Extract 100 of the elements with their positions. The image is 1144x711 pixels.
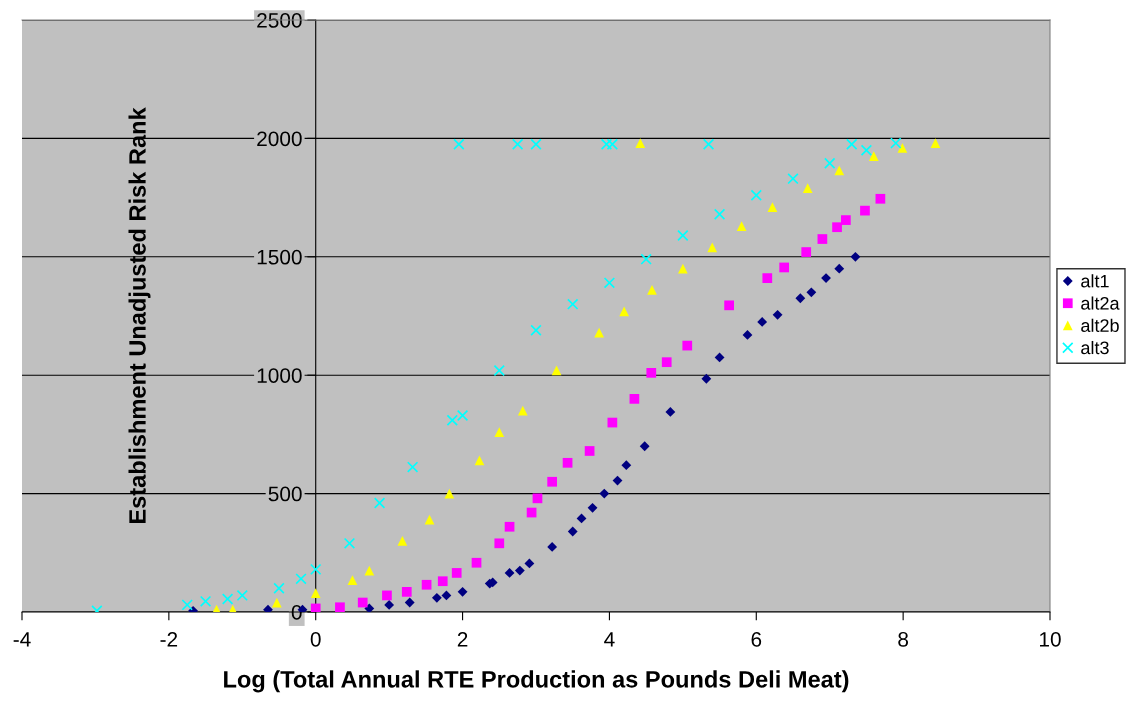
point [817, 234, 828, 244]
x-tick-label: -2 [160, 631, 178, 647]
point [850, 251, 861, 262]
point [701, 373, 712, 384]
point [742, 330, 753, 340]
point [834, 263, 845, 274]
point [397, 536, 408, 546]
point [562, 457, 573, 468]
point [511, 138, 524, 151]
point [824, 157, 836, 169]
point [677, 229, 689, 242]
point [629, 394, 640, 404]
point [801, 247, 812, 257]
point [834, 165, 845, 176]
point [821, 273, 831, 284]
point [493, 364, 505, 377]
point [762, 273, 773, 283]
point [547, 541, 558, 552]
point [802, 183, 813, 193]
point [273, 582, 285, 595]
point [707, 242, 718, 253]
point [584, 446, 595, 456]
point [639, 441, 650, 452]
point [547, 476, 558, 487]
point [364, 565, 375, 576]
point [567, 526, 578, 537]
point [635, 138, 646, 148]
point [456, 409, 469, 422]
point [271, 597, 282, 608]
point [357, 597, 368, 608]
point [772, 309, 783, 320]
point [404, 597, 415, 608]
x-axis-title: Log (Total Annual RTE Production as Pounds Deli Meat) [224, 670, 849, 693]
legend-label: alt1 [1081, 274, 1109, 288]
point [364, 603, 375, 612]
point [841, 215, 851, 225]
point [806, 287, 817, 298]
point [494, 538, 505, 549]
point [401, 587, 412, 597]
x-tick-label: -4 [13, 632, 31, 647]
point [665, 406, 676, 417]
point [551, 365, 562, 376]
legend-label: alt2a [1081, 296, 1120, 310]
point [406, 461, 419, 473]
point [494, 427, 505, 437]
point [431, 592, 442, 603]
y-tick-label: 2000 [257, 131, 302, 147]
point [444, 488, 455, 499]
x-tick-label: 0 [310, 631, 321, 647]
point [347, 575, 358, 585]
point [181, 599, 193, 611]
point [702, 138, 715, 151]
point [860, 144, 873, 156]
point [714, 352, 725, 363]
point [606, 138, 619, 151]
point [646, 367, 657, 378]
y-axis-title: Establishment Unadjusted Risk Rank [128, 107, 151, 524]
point [567, 298, 579, 310]
point [310, 603, 321, 612]
point [897, 143, 908, 153]
point [767, 202, 778, 212]
point [787, 172, 799, 185]
x-tick-label: 8 [898, 631, 909, 647]
point [343, 537, 356, 550]
point [384, 599, 395, 610]
point [441, 590, 452, 601]
point [647, 285, 657, 295]
y-tick-label: 1500 [257, 249, 302, 265]
point [682, 340, 693, 351]
point [640, 253, 652, 265]
point [661, 357, 672, 368]
point [295, 573, 307, 585]
point [310, 588, 321, 598]
point [713, 208, 726, 220]
point [424, 514, 435, 525]
point [779, 262, 790, 273]
point [263, 604, 273, 612]
point [530, 138, 542, 151]
point [890, 137, 902, 149]
point [236, 589, 248, 602]
point [860, 205, 870, 216]
y-tick-label: 2500 [257, 13, 302, 28]
point [471, 557, 482, 568]
point [530, 324, 542, 336]
x-tick-label: 2 [457, 631, 468, 647]
point [868, 151, 879, 162]
point [474, 455, 485, 466]
point [382, 590, 392, 601]
y-tick-label: 500 [268, 486, 302, 502]
point [504, 521, 515, 532]
point [600, 138, 613, 151]
point [517, 405, 528, 416]
point [451, 568, 462, 578]
point [724, 300, 734, 311]
point [930, 138, 941, 148]
point [504, 568, 515, 578]
point [750, 189, 762, 201]
point [373, 497, 386, 509]
point [594, 327, 605, 338]
legend-label: alt2b [1081, 318, 1119, 332]
